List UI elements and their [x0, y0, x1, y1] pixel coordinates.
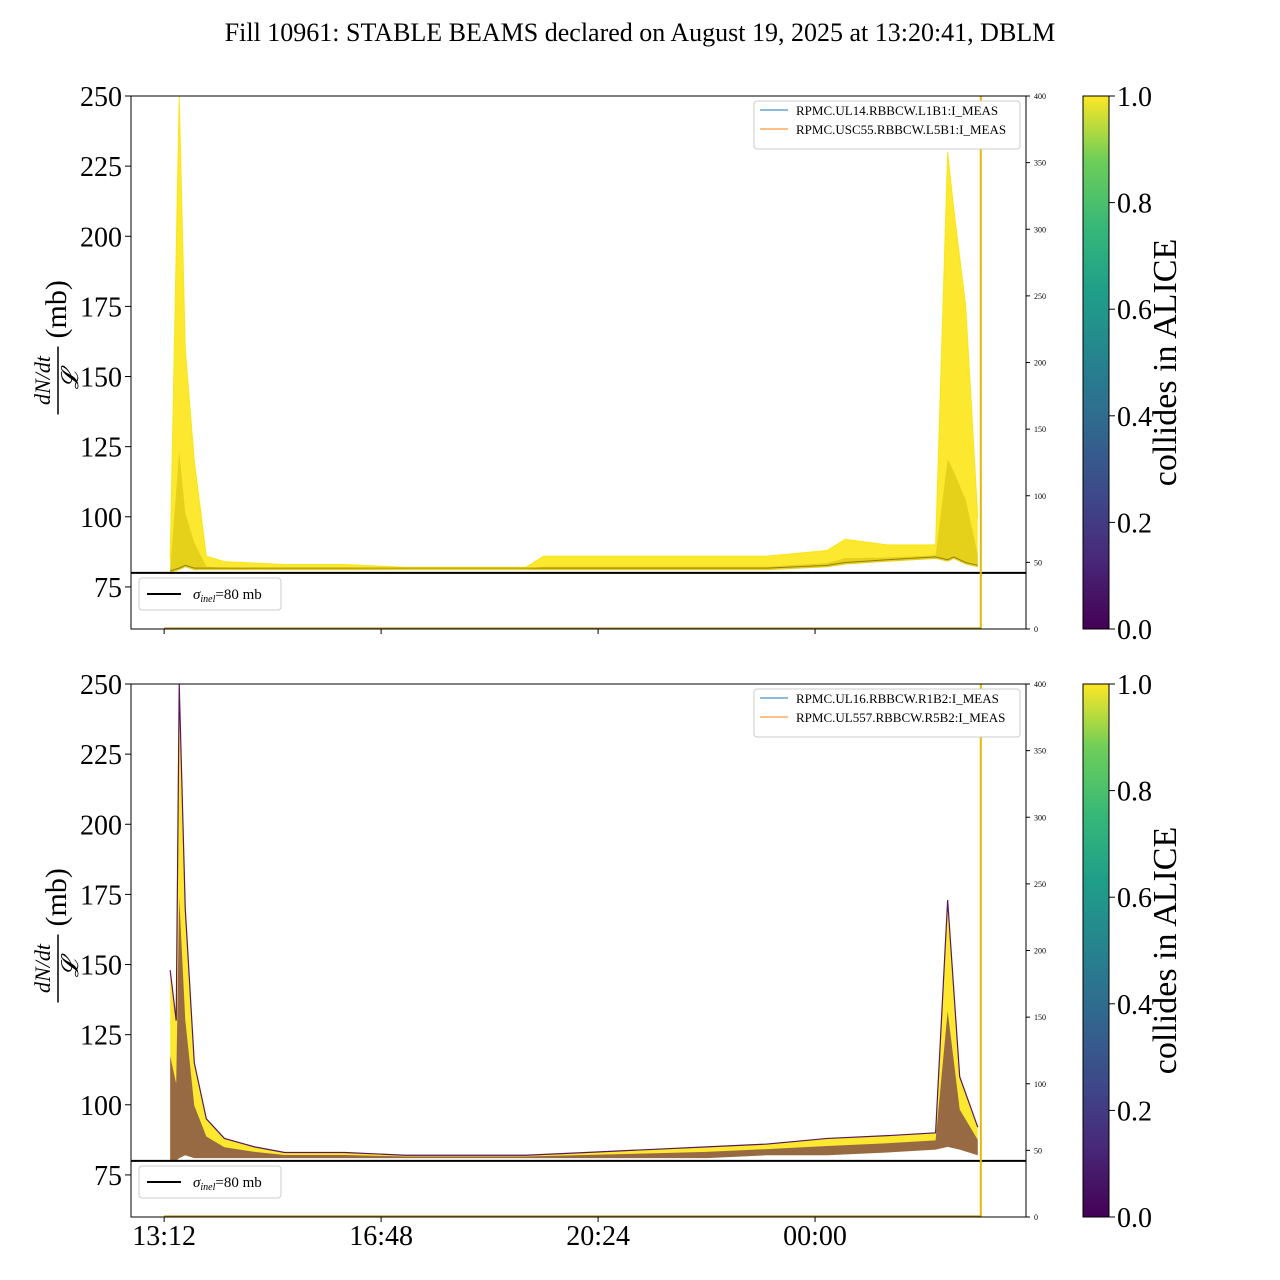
y-tick-label: 100	[80, 503, 122, 534]
legend-box	[138, 577, 282, 611]
legend-entry: RPMC.USC55.RBBCW.L5B1:I_MEAS	[796, 122, 1006, 137]
y2-tick-label: 200	[1034, 947, 1046, 956]
y-tick-label: 175	[80, 292, 122, 323]
plot-area	[131, 684, 1026, 1217]
y-axis-label: dN/dt 𝓛(mb)dN/dt / 𝓛 (mb)	[30, 868, 84, 1003]
colorbar-tick-label: 0.4	[1117, 402, 1152, 433]
legend-entry: RPMC.UL557.RBBCW.R5B2:I_MEAS	[796, 710, 1005, 725]
y2-tick-label: 200	[1034, 359, 1046, 368]
legend-entry: RPMC.UL14.RBBCW.L1B1:I_MEAS	[796, 103, 998, 118]
plot-area	[131, 96, 1026, 629]
y2-tick-label: 0	[1034, 1213, 1038, 1222]
colorbar-tick-label: 1.0	[1117, 82, 1152, 113]
y-tick-label: 150	[80, 363, 122, 394]
colorbar-gradient	[1082, 683, 1110, 1218]
x-tick-label: 20:24	[566, 1221, 630, 1252]
legend-box	[753, 688, 1021, 738]
y2-tick-label: 350	[1034, 159, 1046, 168]
colorbar-label: collides in ALICE	[1147, 239, 1184, 486]
y-label-unit: (mb)	[40, 280, 73, 338]
y2-tick-label: 50	[1034, 1146, 1042, 1155]
y-tick-label: 175	[80, 880, 122, 911]
colorbar-tick-label: 1.0	[1117, 670, 1152, 701]
y-tick-label: 225	[80, 152, 122, 183]
colorbar-tick-label: 0.0	[1117, 615, 1152, 646]
y-tick-label: 125	[80, 1021, 122, 1052]
y-label-numerator: dN/dt	[30, 355, 55, 405]
y-tick-label: 225	[80, 740, 122, 771]
colorbar-tick-label: 0.8	[1117, 189, 1152, 220]
y-tick-label: 100	[80, 1091, 122, 1122]
colorbar-tick-label: 0.2	[1117, 1096, 1152, 1127]
colorbar-tick-label: 0.6	[1117, 295, 1152, 326]
legend-entry: σinel=80 mb	[193, 587, 262, 605]
colorbar: 0.0 0.2 0.4 0.6 0.8 1.0 collides in ALICE	[1082, 82, 1184, 646]
y-tick-label: 200	[80, 222, 122, 253]
data-envelope-baseline	[170, 556, 978, 572]
legend-box	[138, 1165, 282, 1199]
data-envelope	[170, 684, 978, 1161]
colorbar-gradient	[1082, 95, 1110, 630]
y-tick-label: 75	[94, 573, 122, 604]
y2-tick-label: 350	[1034, 747, 1046, 756]
legend-top-right: RPMC.UL14.RBBCW.L1B1:I_MEAS RPMC.USC55.RB…	[753, 100, 1021, 150]
x-tick-label: 00:00	[783, 1221, 847, 1252]
legend-entry: σinel=80 mb	[193, 1175, 262, 1193]
legend-bottom-left: σinel=80 mbσinel=80 mb	[138, 577, 282, 611]
colorbar-tick-label: 0.0	[1117, 1203, 1152, 1234]
y2-tick-label: 0	[1034, 625, 1038, 634]
y2-tick-label: 150	[1034, 425, 1046, 434]
legend-top-right: RPMC.UL16.RBBCW.R1B2:I_MEAS RPMC.UL557.RB…	[753, 688, 1021, 738]
colorbar-tick-label: 0.2	[1117, 508, 1152, 539]
colorbar: 0.0 0.2 0.4 0.6 0.8 1.0 collides in ALICE	[1082, 670, 1184, 1234]
y2-tick-label: 250	[1034, 880, 1046, 889]
panel-top: 75 100 125 150 175 200 225 250 0 50 100 150 200 250 30…	[30, 82, 1184, 646]
y-label-numerator: dN/dt	[30, 943, 55, 993]
y2-tick-label: 50	[1034, 558, 1042, 567]
y2-tick-label: 100	[1034, 492, 1046, 501]
y-tick-label: 250	[80, 82, 122, 113]
y2-tick-label: 100	[1034, 1080, 1046, 1089]
y2-tick-label: 300	[1034, 813, 1046, 822]
x-tick-label: 13:12	[132, 1221, 196, 1252]
legend-bottom-left: σinel=80 mbσinel=80 mb	[138, 1165, 282, 1199]
y-tick-label: 150	[80, 951, 122, 982]
colorbar-tick-label: 0.4	[1117, 990, 1152, 1021]
data-envelope-edge	[169, 684, 979, 1156]
y-tick-label: 125	[80, 433, 122, 464]
x-tick-label: 16:48	[349, 1221, 413, 1252]
y2-tick-label: 300	[1034, 225, 1046, 234]
y-axis-label: dN/dt 𝓛(mb)dN/dt / 𝓛 (mb)	[30, 280, 84, 415]
colorbar-tick-label: 0.6	[1117, 883, 1152, 914]
y-label-unit: (mb)	[40, 868, 73, 926]
data-envelope-edge	[169, 96, 979, 568]
figure-title: Fill 10961: STABLE BEAMS declared on Aug…	[224, 18, 1056, 47]
colorbar-label: collides in ALICE	[1147, 827, 1184, 1074]
data-envelope	[170, 96, 978, 573]
colorbar-tick-label: 0.8	[1117, 777, 1152, 808]
y2-tick-label: 400	[1034, 680, 1046, 689]
data-envelope-core	[170, 897, 978, 1161]
legend-box	[753, 100, 1021, 150]
legend-entry: RPMC.UL16.RBBCW.R1B2:I_MEAS	[796, 691, 999, 706]
y-tick-label: 200	[80, 810, 122, 841]
data-envelope-core	[170, 451, 978, 573]
y2-tick-label: 250	[1034, 292, 1046, 301]
y2-tick-label: 150	[1034, 1013, 1046, 1022]
y-tick-label: 75	[94, 1161, 122, 1192]
panel-bottom: 75 100 125 150 175 200 225 250 0 50 100 150 200 250 30…	[30, 670, 1184, 1252]
y2-tick-label: 400	[1034, 92, 1046, 101]
y-tick-label: 250	[80, 670, 122, 701]
